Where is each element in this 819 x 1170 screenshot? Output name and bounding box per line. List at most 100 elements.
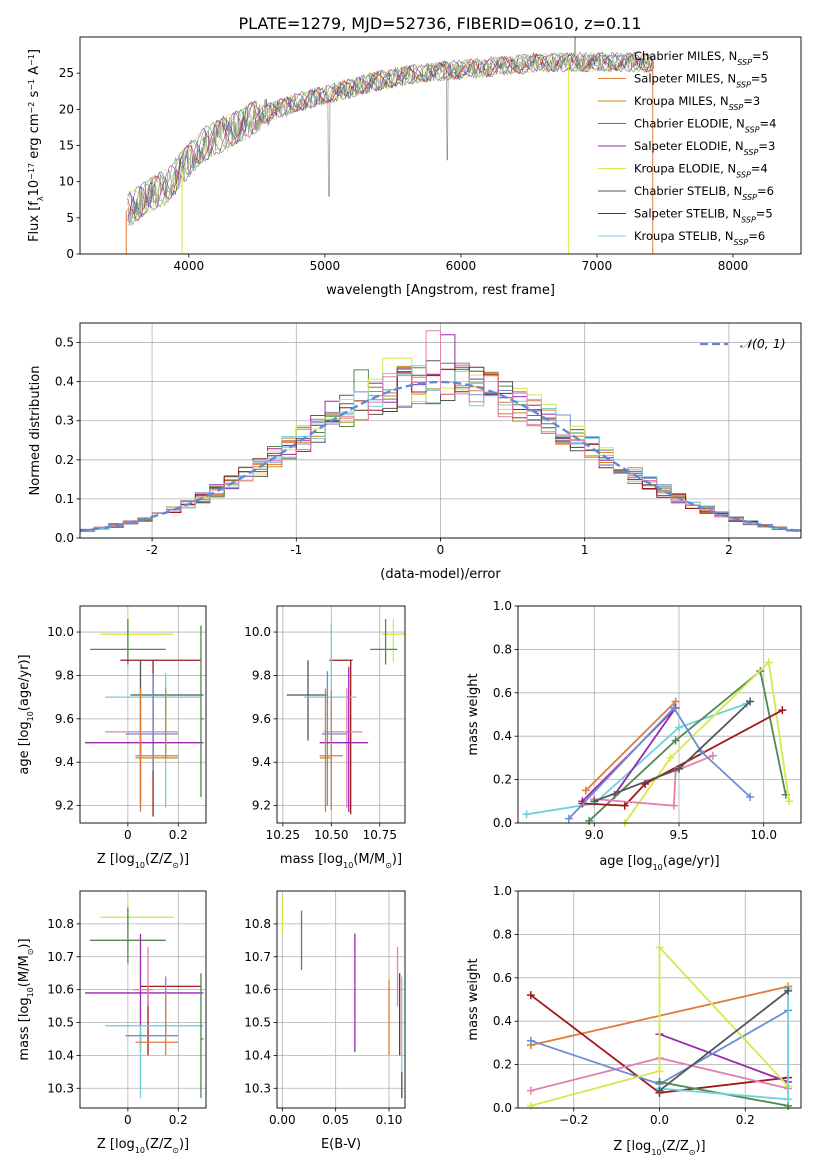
label-part: 10 [653, 863, 663, 872]
y-tick-label: 9.8 [55, 668, 74, 682]
error-bar-point [90, 907, 166, 964]
y-tick-label: 9.6 [252, 712, 271, 726]
label-part: )] [179, 852, 189, 867]
y-tick-label: 0.2 [55, 453, 74, 467]
legend-n-prefix: , N [721, 49, 737, 63]
plus-marker [522, 810, 531, 819]
y-tick-label: 0.3 [55, 414, 74, 428]
legend-entry: Chabrier ELODIE, NSSP=4 [634, 117, 776, 135]
legend-n-prefix: , N [728, 139, 744, 153]
plus-marker [669, 703, 678, 712]
label-part: λ [36, 196, 45, 201]
y-axis-label: mass weight [466, 673, 481, 755]
error-bar-point [200, 625, 204, 797]
x-tick-label: 0.10 [376, 1113, 403, 1127]
axes-frame [276, 605, 406, 824]
y-tick-label: 10.3 [47, 1081, 74, 1095]
x-tick-label: 9.5 [669, 828, 688, 842]
y-axis-label: mass [log10(M/M⊙)] [17, 938, 35, 1060]
x-tick-label: 0 [124, 1113, 132, 1127]
plot-area [85, 614, 204, 817]
y-tick-label: 10.7 [244, 950, 271, 964]
axes-frame [276, 890, 406, 1109]
label-part: 10 [135, 861, 145, 870]
x-tick-label: 0 [124, 828, 132, 842]
x-tick-label: 0 [437, 543, 445, 557]
plus-marker [671, 736, 680, 745]
x-axis-label: E(B-V) [321, 1137, 361, 1152]
weight-series [659, 1033, 789, 1083]
label-part: )] [179, 1137, 189, 1152]
x-tick-label: -2 [146, 543, 158, 557]
x-axis-label: Z [log10(Z/Z⊙)] [97, 1137, 189, 1155]
label-part: )] [695, 1139, 705, 1154]
mass-vs-ebv-chart: 0.00 0.05 0.10 10.3 10.4 10.5 10.6 10.7 10.8 E(B-… [244, 890, 406, 1152]
x-tick-label: -1 [290, 543, 302, 557]
y-tick-label: 0.8 [493, 642, 512, 656]
weight-series [658, 990, 789, 1092]
error-bar-point [90, 619, 166, 665]
grid [518, 605, 801, 824]
x-tick-label: 6000 [446, 259, 477, 273]
x-axis-label: wavelength [Angstrom, rest frame] [326, 283, 555, 298]
x-tick-label: 5000 [310, 259, 341, 273]
y-tick-label: 0.0 [493, 816, 512, 830]
label-part: 10 [26, 987, 35, 997]
error-bar-point [319, 666, 369, 813]
legend-entry: Chabrier STELIB, NSSP=6 [634, 184, 774, 202]
normal-curve [80, 380, 801, 533]
error-bar-point [125, 976, 179, 1037]
x-tick-label: −0.2 [559, 1113, 588, 1127]
x-tick-label: 0.2 [736, 1113, 755, 1127]
label-part: ⊙ [172, 1146, 179, 1155]
label-part: ⊙ [689, 1148, 696, 1157]
model-spectrum-kroupa-elodie [127, 52, 654, 214]
y-axis-label: mass weight [466, 958, 481, 1040]
axes-frame [79, 36, 802, 255]
plus-marker [526, 991, 535, 1000]
y-tick-label: 0.2 [493, 773, 512, 787]
plot-area [526, 943, 793, 1110]
legend-n-sub: SSP [736, 80, 751, 89]
plus-marker [764, 658, 773, 667]
mass-vs-Z-chart: 0 0.210.310.410.510.610.710.8Z [log10(Z/Z… [17, 890, 207, 1155]
legend: 𝒩(0, 1) [700, 336, 786, 351]
label-part: (M/M [17, 955, 32, 987]
y-tick-label: 0.2 [493, 1058, 512, 1072]
legend-lib: Chabrier STELIB [634, 184, 726, 198]
y-tick-label: 0.8 [493, 927, 512, 941]
error-bar-point [329, 659, 353, 815]
legend-n-value: =5 [751, 72, 768, 86]
error-bar-point [200, 973, 204, 1099]
legend-n-sub: SSP [729, 103, 744, 112]
label-part: mass [log [17, 997, 32, 1060]
x-axis-label: Z [log10(Z/Z⊙)] [97, 852, 189, 870]
y-tick-label: 10.3 [244, 1081, 271, 1095]
label-part: Z [log [97, 1137, 135, 1152]
grid [80, 891, 206, 1108]
y-tick-label: 25 [59, 66, 74, 80]
x-tick-label: 0.2 [169, 828, 188, 842]
y-axis-label: age [log10(age/yr)] [17, 654, 35, 774]
plus-marker [526, 1101, 535, 1110]
plus-marker [784, 1095, 793, 1104]
label-part: −1 [27, 79, 36, 91]
label-part: Z [log [97, 852, 135, 867]
y-tick-label: 0.4 [493, 729, 512, 743]
y-tick-label: 9.6 [55, 712, 74, 726]
residuals-chart: -2 -1 0 1 2 0.0 0.1 0.2 0.3 0.4 0.5 (data-model)/er… [28, 322, 802, 582]
y-tick-label: 10 [59, 175, 74, 189]
y-tick-label: 10.5 [244, 1016, 271, 1030]
legend-lib: Salpeter STELIB [634, 207, 725, 221]
y-tick-label: 9.2 [55, 799, 74, 813]
legend-n-prefix: , N [718, 229, 734, 243]
legend-n-value: =3 [758, 139, 775, 153]
model-spectrum-chabrier-stelib [127, 51, 654, 218]
legend-lib: Salpeter MILES [634, 72, 720, 86]
error-bar-point [105, 690, 179, 813]
legend-n-sub: SSP [736, 170, 751, 179]
label-part: (Z/Z [662, 1139, 689, 1154]
x-axis-label: Z [log10(Z/Z⊙)] [613, 1139, 705, 1157]
spectrum-chart: 4000 5000 6000 7000 8000 0 5 10 15 20 25 wavelength… [27, 36, 802, 298]
y-tick-label: 10.4 [244, 1048, 271, 1062]
